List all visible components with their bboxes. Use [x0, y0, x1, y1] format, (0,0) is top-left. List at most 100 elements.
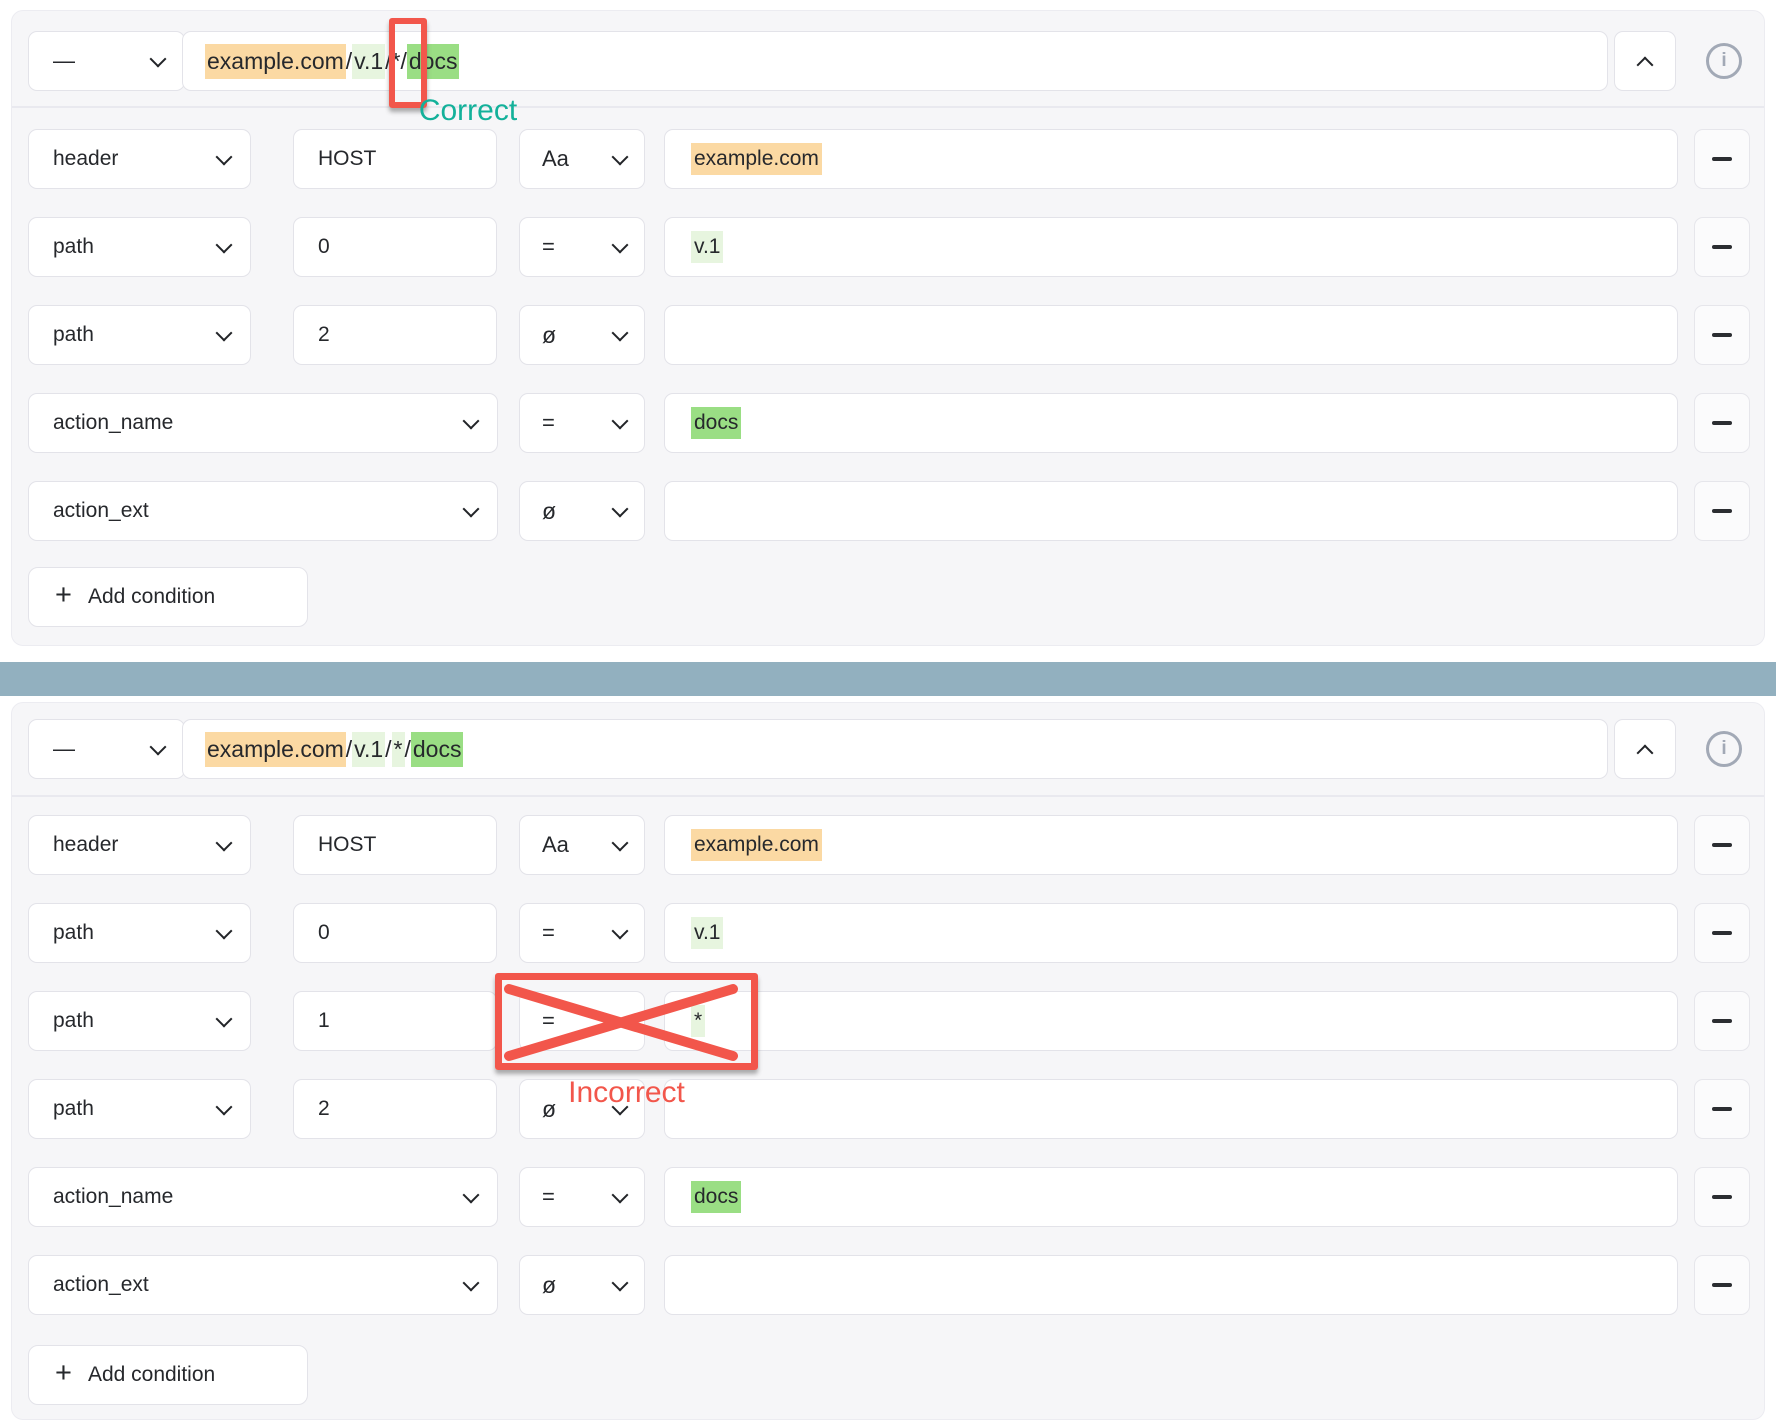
- condition-row: action_name = docs: [12, 1167, 1764, 1227]
- condition-row: header HOST Aa example.com: [12, 815, 1764, 875]
- value-field[interactable]: docs: [664, 1167, 1678, 1227]
- chevron-down-icon: [215, 324, 233, 341]
- chevron-down-icon: [215, 236, 233, 253]
- section-divider: [0, 662, 1776, 696]
- field-select[interactable]: path: [28, 217, 251, 277]
- rule-panel-incorrect: — example.com / v.1/* / docs i header HOST A…: [11, 702, 1765, 1420]
- collapse-button[interactable]: [1614, 31, 1676, 91]
- match-type-select[interactable]: —: [28, 31, 185, 91]
- separator: [12, 106, 1764, 108]
- minus-icon: [1712, 1107, 1732, 1111]
- info-icon[interactable]: i: [1706, 731, 1742, 767]
- url-segment: example.com: [205, 731, 346, 767]
- url-segment: v.1: [352, 731, 386, 767]
- operator-select[interactable]: Aa: [519, 815, 645, 875]
- value-field[interactable]: *: [664, 991, 1678, 1051]
- chevron-up-icon: [1636, 744, 1654, 761]
- operator-select[interactable]: ø: [519, 1255, 645, 1315]
- remove-condition-button[interactable]: [1694, 305, 1750, 365]
- remove-condition-button[interactable]: [1694, 481, 1750, 541]
- condition-row: action_ext ø: [12, 1255, 1764, 1315]
- minus-icon: [1712, 245, 1732, 249]
- minus-icon: [1712, 421, 1732, 425]
- chevron-down-icon: [611, 148, 629, 165]
- value-field[interactable]: v.1: [664, 903, 1678, 963]
- value-text: docs: [691, 407, 742, 439]
- remove-condition-button[interactable]: [1694, 393, 1750, 453]
- minus-icon: [1712, 843, 1732, 847]
- condition-row: path 2 ø: [12, 1079, 1764, 1139]
- url-preview-field[interactable]: example.com / v.1/* / docs: [182, 31, 1608, 91]
- add-condition-label: Add condition: [87, 1363, 216, 1386]
- url-preview-field[interactable]: example.com / v.1/* / docs: [182, 719, 1608, 779]
- operator-select[interactable]: =: [519, 393, 645, 453]
- operator-select[interactable]: =: [519, 217, 645, 277]
- field-select[interactable]: action_ext: [28, 1255, 498, 1315]
- url-segment: docs: [406, 43, 460, 79]
- operator-select[interactable]: =: [519, 903, 645, 963]
- field-key-input[interactable]: 2: [293, 1079, 497, 1139]
- remove-condition-button[interactable]: [1694, 1167, 1750, 1227]
- remove-condition-button[interactable]: [1694, 903, 1750, 963]
- field-select-label: path: [53, 1009, 94, 1032]
- remove-condition-button[interactable]: [1694, 217, 1750, 277]
- condition-row-crossed: path 1 = *: [12, 991, 1764, 1051]
- value-field[interactable]: docs: [664, 393, 1678, 453]
- field-key-input[interactable]: 2: [293, 305, 497, 365]
- remove-condition-button[interactable]: [1694, 1255, 1750, 1315]
- minus-icon: [1712, 1195, 1732, 1199]
- operator-select[interactable]: Aa: [519, 129, 645, 189]
- add-condition-button[interactable]: + Add condition: [28, 567, 308, 627]
- field-select[interactable]: header: [28, 129, 251, 189]
- field-key-input[interactable]: 1: [293, 991, 497, 1051]
- field-select[interactable]: path: [28, 305, 251, 365]
- minus-icon: [1712, 931, 1732, 935]
- field-select-label: path: [53, 235, 94, 258]
- operator-select[interactable]: ø: [519, 305, 645, 365]
- chevron-down-icon: [215, 922, 233, 939]
- field-key-input[interactable]: 0: [293, 903, 497, 963]
- field-select[interactable]: path: [28, 903, 251, 963]
- field-key-input[interactable]: HOST: [293, 815, 497, 875]
- value-field[interactable]: [664, 305, 1678, 365]
- field-select[interactable]: path: [28, 1079, 251, 1139]
- operator-select[interactable]: ø: [519, 1079, 645, 1139]
- remove-condition-button[interactable]: [1694, 129, 1750, 189]
- operator-select[interactable]: =: [519, 1167, 645, 1227]
- remove-condition-button[interactable]: [1694, 1079, 1750, 1139]
- value-field[interactable]: example.com: [664, 129, 1678, 189]
- field-select-label: header: [53, 833, 119, 856]
- field-select[interactable]: action_name: [28, 1167, 498, 1227]
- url-segment: /: [404, 735, 411, 762]
- value-text: example.com: [691, 829, 822, 861]
- field-key-input[interactable]: 0: [293, 217, 497, 277]
- field-select[interactable]: header: [28, 815, 251, 875]
- operator-label: =: [542, 920, 555, 945]
- operator-select[interactable]: ø: [519, 481, 645, 541]
- value-field[interactable]: [664, 1255, 1678, 1315]
- value-text: [691, 1281, 697, 1289]
- incorrect-annotation-label: Incorrect: [568, 1076, 685, 1109]
- info-icon[interactable]: i: [1706, 43, 1742, 79]
- value-field[interactable]: [664, 481, 1678, 541]
- condition-row: path 0 = v.1: [12, 903, 1764, 963]
- field-select[interactable]: path: [28, 991, 251, 1051]
- collapse-button[interactable]: [1614, 719, 1676, 779]
- value-field[interactable]: v.1: [664, 217, 1678, 277]
- field-select[interactable]: action_name: [28, 393, 498, 453]
- value-field[interactable]: example.com: [664, 815, 1678, 875]
- condition-row: path 2 ø: [12, 305, 1764, 365]
- value-field[interactable]: [664, 1079, 1678, 1139]
- match-type-select[interactable]: —: [28, 719, 185, 779]
- condition-row: action_ext ø: [12, 481, 1764, 541]
- remove-condition-button[interactable]: [1694, 815, 1750, 875]
- remove-condition-button[interactable]: [1694, 991, 1750, 1051]
- operator-label: ø: [542, 1271, 557, 1298]
- field-key-input[interactable]: HOST: [293, 129, 497, 189]
- chevron-down-icon: [462, 1186, 480, 1203]
- add-condition-button[interactable]: + Add condition: [28, 1345, 308, 1405]
- field-key-value: HOST: [318, 147, 377, 170]
- url-segment: *: [391, 47, 401, 74]
- field-select[interactable]: action_ext: [28, 481, 498, 541]
